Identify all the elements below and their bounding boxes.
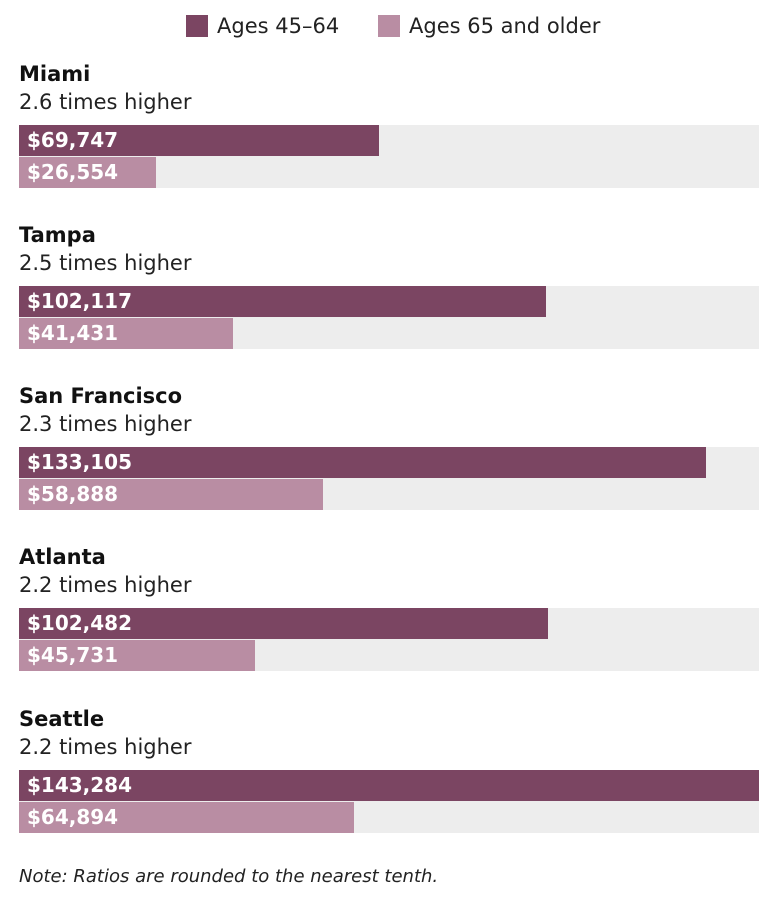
bar-value-label: $102,117 [27, 289, 133, 313]
bar-track: $133,105 $58,888 [19, 447, 759, 510]
legend: Ages 45–64 Ages 65 and older [0, 12, 780, 40]
bar-ages-45-64: $143,284 [19, 770, 759, 801]
bar-value-label: $133,105 [27, 450, 133, 474]
ratio-label: 2.3 times higher [19, 412, 192, 436]
legend-label-ages-45-64: Ages 45–64 [217, 14, 340, 38]
bar-track: $102,117 $41,431 [19, 286, 759, 349]
legend-item-ages-65-older: Ages 65 and older [378, 12, 600, 40]
bar-ages-65-older: $64,894 [19, 802, 354, 833]
city-name: Seattle [19, 707, 105, 731]
city-group-atlanta: Atlanta 2.2 times higher $102,482 $45,731 [19, 545, 759, 695]
bar-value-label: $143,284 [27, 773, 133, 797]
bar-ages-65-older: $45,731 [19, 640, 255, 671]
legend-swatch-ages-45-64 [186, 15, 208, 37]
bar-ages-65-older: $41,431 [19, 318, 233, 349]
legend-item-ages-45-64: Ages 45–64 [186, 12, 339, 40]
city-group-miami: Miami 2.6 times higher $69,747 $26,554 [19, 62, 759, 212]
bar-value-label: $69,747 [27, 128, 119, 152]
bar-track: $102,482 $45,731 [19, 608, 759, 671]
bar-track: $69,747 $26,554 [19, 125, 759, 188]
bar-value-label: $102,482 [27, 611, 133, 635]
ratio-label: 2.2 times higher [19, 735, 192, 759]
city-group-san-francisco: San Francisco 2.3 times higher $133,105 $58… [19, 384, 759, 534]
bar-value-label: $58,888 [27, 482, 119, 506]
bar-value-label: $45,731 [27, 643, 119, 667]
city-group-tampa: Tampa 2.5 times higher $102,117 $41,431 [19, 223, 759, 373]
ratio-label: 2.5 times higher [19, 251, 192, 275]
bar-ages-65-older: $26,554 [19, 157, 156, 188]
bar-value-label: $41,431 [27, 321, 119, 345]
bar-ages-45-64: $133,105 [19, 447, 706, 478]
bar-ages-45-64: $69,747 [19, 125, 379, 156]
bar-ages-45-64: $102,117 [19, 286, 546, 317]
bar-value-label: $64,894 [27, 805, 119, 829]
chart-note: Note: Ratios are rounded to the nearest … [19, 866, 439, 887]
city-name: Tampa [19, 223, 96, 247]
bar-track: $143,284 $64,894 [19, 770, 759, 833]
legend-label-ages-65-older: Ages 65 and older [409, 14, 601, 38]
city-name: Atlanta [19, 545, 106, 569]
ratio-label: 2.6 times higher [19, 90, 192, 114]
city-name: Miami [19, 62, 91, 86]
ratio-label: 2.2 times higher [19, 573, 192, 597]
city-group-seattle: Seattle 2.2 times higher $143,284 $64,894 [19, 707, 759, 857]
bar-value-label: $26,554 [27, 160, 119, 184]
bar-ages-45-64: $102,482 [19, 608, 548, 639]
city-name: San Francisco [19, 384, 183, 408]
legend-swatch-ages-65-older [378, 15, 400, 37]
bar-ages-65-older: $58,888 [19, 479, 323, 510]
